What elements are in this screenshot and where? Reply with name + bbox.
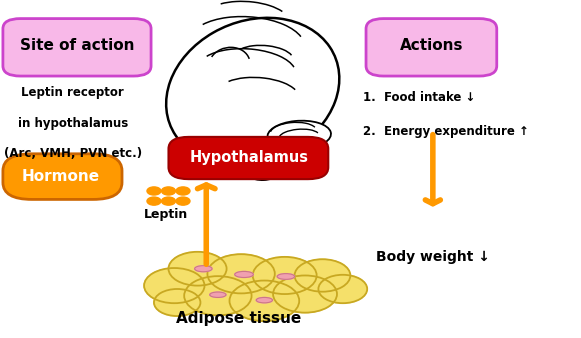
Circle shape bbox=[229, 281, 299, 321]
Text: (Arc, VMH, PVN etc.): (Arc, VMH, PVN etc.) bbox=[3, 147, 142, 160]
FancyBboxPatch shape bbox=[3, 154, 122, 199]
Ellipse shape bbox=[267, 121, 331, 150]
Ellipse shape bbox=[195, 266, 212, 272]
Circle shape bbox=[184, 276, 252, 315]
Circle shape bbox=[168, 252, 227, 286]
Ellipse shape bbox=[277, 274, 295, 279]
Text: Leptin receptor: Leptin receptor bbox=[21, 86, 124, 99]
Circle shape bbox=[162, 187, 175, 195]
Circle shape bbox=[253, 257, 317, 294]
Text: Leptin: Leptin bbox=[144, 208, 188, 221]
Ellipse shape bbox=[256, 297, 272, 303]
Text: Actions: Actions bbox=[400, 38, 464, 53]
Text: Hypothalamus: Hypothalamus bbox=[189, 150, 308, 165]
FancyBboxPatch shape bbox=[3, 19, 151, 76]
Ellipse shape bbox=[166, 18, 339, 165]
Circle shape bbox=[176, 197, 190, 205]
FancyBboxPatch shape bbox=[168, 137, 328, 179]
Circle shape bbox=[207, 254, 275, 293]
Text: 2.  Energy expenditure ↑: 2. Energy expenditure ↑ bbox=[363, 125, 529, 138]
Circle shape bbox=[176, 187, 190, 195]
Circle shape bbox=[154, 289, 200, 316]
Text: 1.  Food intake ↓: 1. Food intake ↓ bbox=[363, 91, 475, 104]
Ellipse shape bbox=[235, 271, 253, 277]
Circle shape bbox=[295, 259, 350, 292]
Ellipse shape bbox=[210, 292, 226, 297]
Circle shape bbox=[144, 268, 205, 303]
Text: Hormone: Hormone bbox=[22, 169, 100, 184]
FancyBboxPatch shape bbox=[366, 19, 497, 76]
Text: Body weight ↓: Body weight ↓ bbox=[376, 250, 490, 264]
Circle shape bbox=[318, 275, 367, 303]
Text: Site of action: Site of action bbox=[20, 38, 135, 53]
Ellipse shape bbox=[239, 148, 284, 180]
Text: in hypothalamus: in hypothalamus bbox=[17, 117, 128, 129]
Text: Adipose tissue: Adipose tissue bbox=[175, 311, 301, 326]
Circle shape bbox=[147, 197, 161, 205]
Circle shape bbox=[147, 187, 161, 195]
Circle shape bbox=[162, 197, 175, 205]
Circle shape bbox=[273, 275, 337, 313]
